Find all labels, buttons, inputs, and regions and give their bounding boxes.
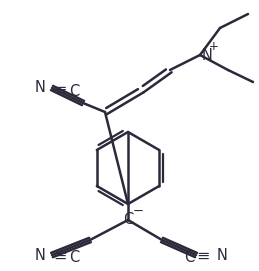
Text: +: + [209,40,219,53]
Text: N: N [217,247,228,263]
Text: C: C [69,85,79,99]
Text: N: N [34,247,45,263]
Text: ≡: ≡ [196,249,210,263]
Text: C: C [184,250,194,264]
Text: N: N [202,47,213,63]
Text: N: N [34,80,45,95]
Text: C: C [123,212,133,227]
Text: C: C [69,250,79,264]
Text: ≡: ≡ [53,249,67,263]
Text: ≡: ≡ [53,82,67,98]
Text: −: − [132,205,143,218]
